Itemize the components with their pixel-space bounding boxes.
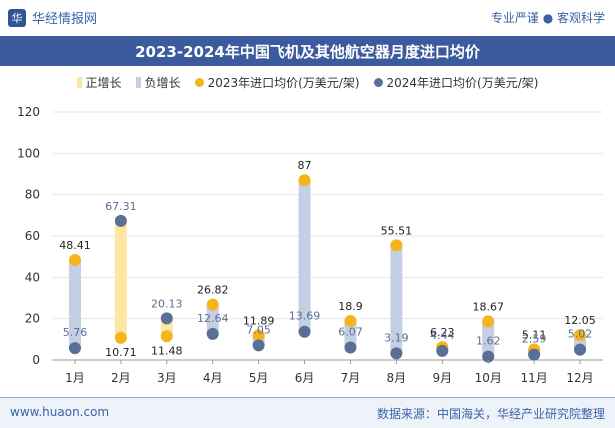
- y-tick-label: 40: [25, 270, 40, 284]
- point-2023: [252, 329, 265, 342]
- data-label-2023: 55.51: [381, 224, 413, 237]
- legend-2023-swatch: [194, 77, 204, 87]
- brand: 华 华经情报网: [8, 8, 97, 27]
- x-tick-label: 1月: [65, 371, 85, 385]
- point-2024: [344, 341, 357, 354]
- legend-increase-swatch: [76, 76, 82, 88]
- chart-legend: 正增长 负增长 2023年进口均价(万美元/架) 2024年进口均价(万美元/架…: [0, 72, 615, 92]
- data-label-2024: 1.62: [476, 335, 501, 348]
- legend-decrease-label: 负增长: [144, 75, 181, 90]
- increase-bar: [114, 220, 127, 338]
- point-2024: [114, 214, 127, 227]
- x-tick-label: 12月: [566, 371, 593, 385]
- point-2023: [482, 315, 495, 328]
- point-2023: [574, 329, 587, 342]
- y-tick-label: 120: [17, 105, 40, 119]
- data-label-2023: 48.41: [59, 239, 91, 252]
- data-label-2024: 67.31: [105, 200, 137, 213]
- point-2024: [160, 312, 173, 325]
- x-tick-label: 2月: [111, 371, 131, 385]
- legend-2024-label: 2024年进口均价(万美元/架): [386, 75, 539, 90]
- decrease-bar: [206, 304, 219, 334]
- point-2024: [252, 339, 265, 352]
- data-label-2024: 20.13: [151, 297, 183, 310]
- y-tick-label: 60: [25, 229, 40, 243]
- point-2023: [206, 298, 219, 311]
- footer: www.huaon.com 数据来源：中国海关，华经产业研究院整理: [0, 397, 615, 428]
- decrease-bar: [344, 320, 357, 348]
- data-label-2023: 87: [298, 159, 312, 172]
- y-tick-label: 20: [25, 312, 40, 326]
- chart-plot: 0 20 40 60 80 100 120 48.41 5.76 1月 10.71 67.31 2月 11…: [17, 105, 603, 385]
- data-label-2024: 5.02: [568, 328, 593, 341]
- top-bar: 华 华经情报网 专业严谨 ● 客观科学: [0, 0, 615, 36]
- data-label-2023: 10.71: [105, 346, 137, 359]
- point-2023: [298, 174, 311, 187]
- decrease-bar: [298, 180, 311, 332]
- point-2023: [114, 331, 127, 344]
- point-2024: [528, 348, 541, 361]
- chart-title: 2023-2024年中国飞机及其他航空器月度进口均价: [0, 36, 615, 66]
- y-tick-label: 100: [17, 146, 40, 160]
- data-label-2023: 11.48: [151, 344, 183, 357]
- legend-increase: 正增长: [76, 74, 122, 91]
- point-2024: [574, 343, 587, 356]
- data-label-2023: 18.67: [472, 300, 504, 313]
- x-tick-label: 11月: [520, 371, 547, 385]
- point-2024: [206, 327, 219, 340]
- x-tick-label: 10月: [475, 371, 502, 385]
- data-label-2024: 5.76: [63, 326, 88, 339]
- x-tick-label: 8月: [387, 371, 407, 385]
- data-label-2024: 12.64: [197, 312, 229, 325]
- data-label-2024: 13.69: [289, 310, 321, 323]
- point-2023: [160, 330, 173, 343]
- data-label-2023: 5.11: [522, 328, 547, 341]
- y-tick-label: 0: [32, 353, 40, 367]
- legend-2023: 2023年进口均价(万美元/架): [194, 74, 360, 91]
- x-tick-label: 6月: [295, 371, 315, 385]
- decrease-bar: [68, 259, 81, 349]
- decrease-bar: [482, 321, 495, 357]
- brand-logo-icon: 华: [8, 8, 26, 27]
- point-2024: [390, 347, 403, 360]
- x-tick-label: 5月: [249, 371, 269, 385]
- x-tick-label: 9月: [432, 371, 452, 385]
- point-2023: [390, 239, 403, 252]
- legend-increase-label: 正增长: [85, 75, 122, 90]
- point-2024: [68, 342, 81, 355]
- data-label-2023: 18.9: [338, 300, 363, 313]
- brand-name: 华经情报网: [32, 12, 98, 27]
- footer-source: 数据来源：中国海关，华经产业研究院整理: [376, 407, 605, 421]
- data-label-2023: 11.89: [243, 314, 275, 327]
- data-label-2024: 3.19: [384, 331, 409, 344]
- decrease-bar: [390, 245, 403, 354]
- legend-2024-swatch: [373, 77, 383, 87]
- data-label-2023: 26.82: [197, 284, 229, 297]
- y-tick-label: 80: [25, 188, 40, 202]
- x-tick-label: 7月: [341, 371, 361, 385]
- x-tick-label: 3月: [157, 371, 177, 385]
- legend-2024: 2024年进口均价(万美元/架): [373, 74, 539, 91]
- data-label-2024: 6.07: [338, 325, 363, 338]
- point-2023: [68, 253, 81, 266]
- data-label-2023: 6.23: [430, 326, 455, 339]
- point-2024: [436, 344, 449, 357]
- data-label-2023: 12.05: [564, 314, 596, 327]
- tagline: 专业严谨 ● 客观科学: [490, 11, 605, 25]
- footer-website: www.huaon.com: [10, 405, 110, 419]
- data-label-2024: 2.59: [522, 333, 547, 346]
- data-label-2024: 7.05: [246, 323, 271, 336]
- point-2024: [482, 350, 495, 363]
- point-2023: [344, 314, 357, 327]
- data-label-2024: 4.44: [430, 329, 455, 342]
- x-tick-label: 4月: [203, 371, 223, 385]
- legend-decrease-swatch: [135, 76, 141, 88]
- point-2024: [298, 325, 311, 338]
- legend-decrease: 负增长: [135, 74, 181, 91]
- legend-2023-label: 2023年进口均价(万美元/架): [207, 75, 360, 90]
